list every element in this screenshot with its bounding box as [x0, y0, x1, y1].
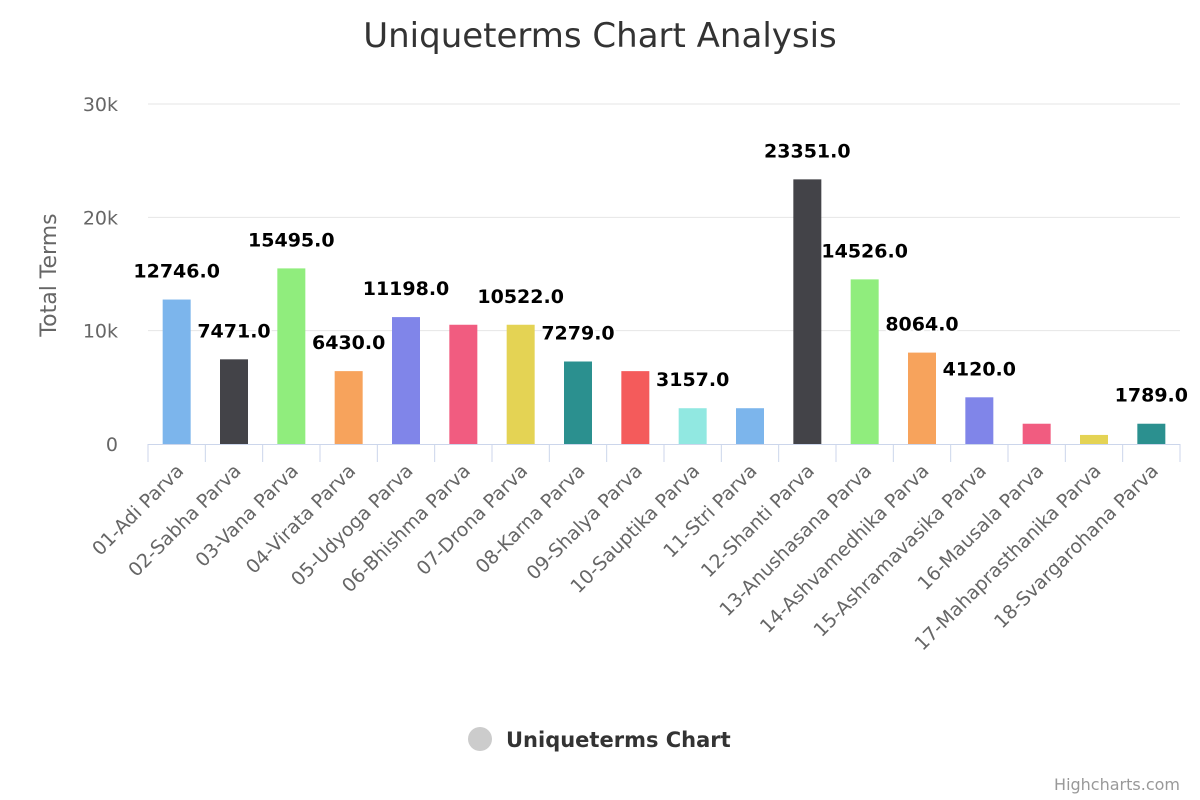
legend-symbol[interactable] — [468, 727, 492, 751]
data-label: 14526.0 — [821, 240, 908, 262]
bar[interactable] — [334, 371, 363, 444]
bar[interactable] — [392, 317, 420, 444]
y-axis-ticks: 0 10k 20k 30k — [83, 94, 118, 456]
bar[interactable] — [1022, 423, 1051, 444]
bar[interactable] — [850, 279, 879, 444]
bar[interactable] — [1080, 434, 1108, 444]
x-axis-tick-marks — [147, 444, 1181, 462]
legend-label[interactable]: Uniqueterms Chart — [506, 728, 731, 752]
y-tick-label: 0 — [106, 434, 118, 456]
data-label: 4120.0 — [943, 358, 1016, 380]
bar[interactable] — [965, 397, 994, 444]
y-tick-label: 10k — [83, 321, 118, 343]
bar[interactable] — [506, 324, 535, 444]
data-label: 11198.0 — [363, 278, 450, 300]
chart-title: Uniqueterms Chart Analysis — [363, 16, 837, 56]
credits-link[interactable]: Highcharts.com — [1054, 775, 1180, 794]
gridlines — [148, 103, 1180, 332]
y-tick-label: 30k — [83, 94, 118, 116]
data-label: 7279.0 — [541, 323, 614, 345]
data-label: 3157.0 — [656, 369, 729, 391]
bar[interactable] — [162, 299, 191, 444]
bar[interactable] — [449, 324, 478, 444]
bar[interactable] — [736, 408, 764, 444]
bars — [162, 179, 1166, 444]
legend[interactable]: Uniqueterms Chart — [468, 727, 731, 752]
data-label: 8064.0 — [885, 314, 958, 336]
bar[interactable] — [793, 179, 822, 444]
y-axis-title: Total Terms — [37, 213, 62, 337]
data-label: 7471.0 — [197, 320, 270, 342]
bar[interactable] — [220, 359, 248, 444]
bar[interactable] — [277, 268, 306, 444]
bar[interactable] — [678, 408, 707, 444]
data-label: 1789.0 — [1115, 385, 1188, 407]
data-label: 6430.0 — [312, 332, 385, 354]
data-label: 23351.0 — [764, 140, 851, 162]
bar[interactable] — [908, 352, 936, 444]
bar[interactable] — [1137, 423, 1166, 444]
bar[interactable] — [621, 371, 650, 444]
data-label: 12746.0 — [133, 261, 220, 283]
data-label: 15495.0 — [248, 229, 335, 251]
y-tick-label: 20k — [83, 207, 118, 229]
data-labels: 12746.0 7471.0 15495.0 6430.0 11198.0 10522.0… — [131, 138, 1190, 408]
data-label: 10522.0 — [477, 286, 564, 308]
bar[interactable] — [564, 361, 592, 444]
